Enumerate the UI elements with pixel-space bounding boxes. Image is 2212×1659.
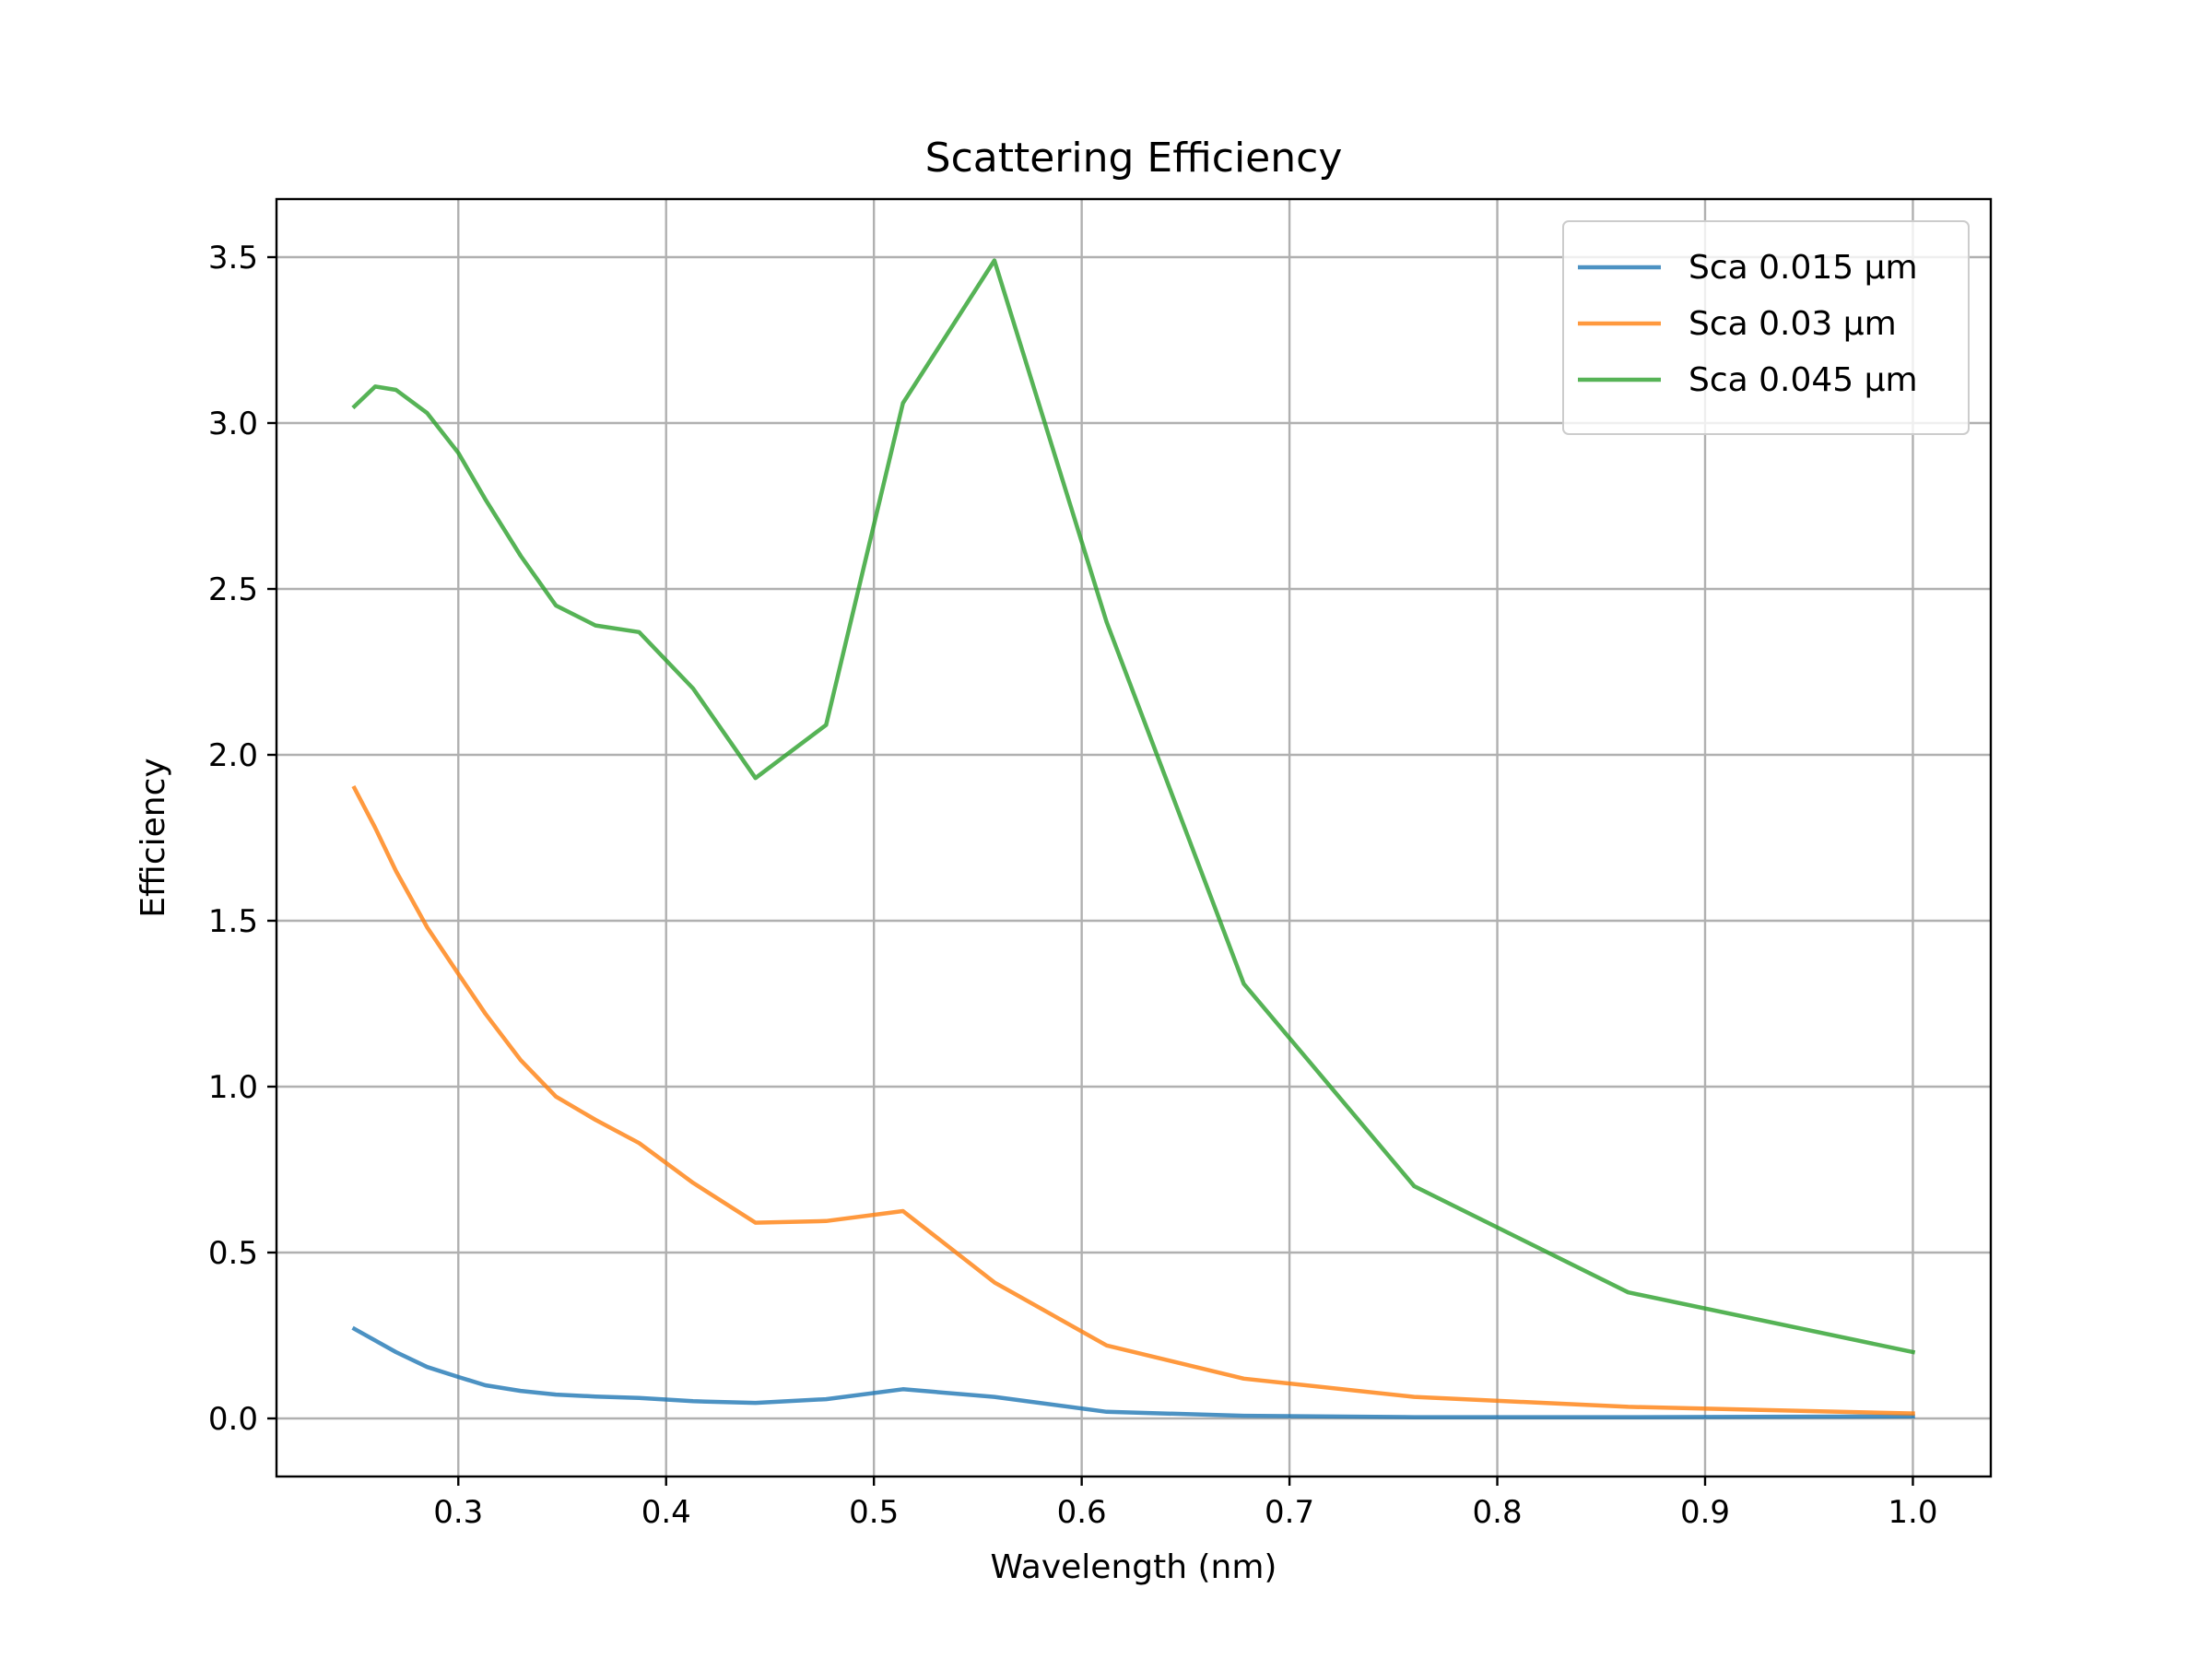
y-tick-label: 3.0 — [208, 406, 258, 442]
y-tick-label: 0.0 — [208, 1401, 258, 1438]
x-axis-label: Wavelength (nm) — [991, 1548, 1277, 1586]
series-line-3 — [351, 258, 1916, 1355]
x-tick-label: 1.0 — [1888, 1494, 1937, 1531]
legend-label-1: Sca 0.015 µm — [1688, 249, 1918, 287]
y-tick-label: 3.5 — [208, 240, 258, 276]
y-tick-label: 2.5 — [208, 571, 258, 608]
x-tick-label: 0.7 — [1265, 1494, 1314, 1531]
x-tick-label: 0.6 — [1057, 1494, 1107, 1531]
plot-area-frame — [275, 197, 1993, 1478]
y-axis-label: Efficiency — [135, 758, 172, 917]
y-tick-label: 0.5 — [208, 1235, 258, 1272]
series-line-1 — [351, 1325, 1915, 1419]
y-tick-label: 1.5 — [208, 903, 258, 940]
series-line-2 — [351, 784, 1915, 1416]
x-tick-label: 0.5 — [849, 1494, 899, 1531]
axis-ticks: 0.3 0.4 0.5 0.6 0.7 0.8 0.9 1.0 0.0 0.5 1.0 1.5 2.0 2… — [208, 240, 1938, 1531]
x-tick-label: 0.4 — [641, 1494, 691, 1531]
legend-box — [1562, 220, 1970, 435]
x-tick-label: 0.9 — [1680, 1494, 1730, 1531]
chart-title: Scattering Efficiency — [925, 135, 1343, 182]
legend: Sca 0.015 µm Sca 0.03 µm Sca 0.045 µm — [1562, 220, 1970, 435]
legend-label-3: Sca 0.045 µm — [1688, 361, 1918, 399]
series-lines — [351, 258, 1916, 1419]
y-tick-label: 2.0 — [208, 737, 258, 774]
x-tick-label: 0.8 — [1473, 1494, 1523, 1531]
x-tick-label: 0.3 — [433, 1494, 483, 1531]
y-tick-label: 1.0 — [208, 1069, 258, 1106]
legend-label-2: Sca 0.03 µm — [1688, 305, 1897, 343]
